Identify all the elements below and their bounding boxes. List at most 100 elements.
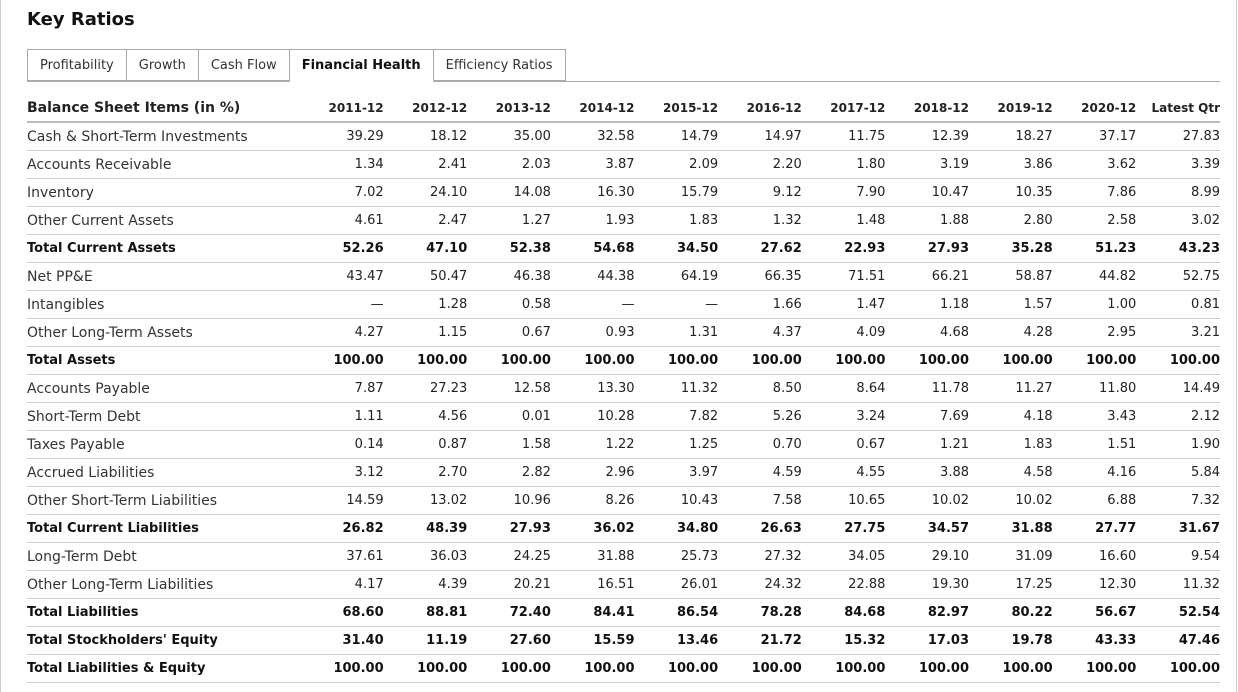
row-label: Short-Term Debt <box>27 402 300 431</box>
cell: 3.43 <box>1052 402 1137 431</box>
cell: 84.41 <box>550 598 635 627</box>
cell: 22.88 <box>801 570 886 599</box>
cell: 100.00 <box>969 654 1053 683</box>
header-row: Balance Sheet Items (in %) 2011-12 2012-12… <box>27 94 1220 123</box>
row-label: Long-Term Debt <box>27 542 300 571</box>
cell: — <box>634 290 719 319</box>
cell: 11.32 <box>634 374 719 403</box>
tab[interactable]: Cash Flow <box>198 49 290 81</box>
cell: 4.37 <box>718 318 802 347</box>
cell: 2.58 <box>1052 206 1137 235</box>
column-header: 2012-12 <box>383 94 468 123</box>
cell: 9.12 <box>718 178 802 207</box>
cell: 47.46 <box>1136 626 1220 655</box>
cell: 2.12 <box>1136 402 1220 431</box>
cell: 1.58 <box>467 430 551 459</box>
cell: 100.00 <box>467 346 551 375</box>
tab[interactable]: Profitability <box>27 49 127 81</box>
table-row: Short-Term Debt 1.11 4.56 0.01 10.28 7.82 5.26… <box>27 402 1220 431</box>
table-row: Other Current Assets 4.61 2.47 1.27 1.93 1.83… <box>27 206 1220 235</box>
cell: 3.02 <box>1136 206 1220 235</box>
cell: 2.03 <box>467 150 551 179</box>
cell: 11.27 <box>969 374 1053 403</box>
cell: 8.99 <box>1136 178 1220 207</box>
cell: 2.41 <box>383 150 468 179</box>
table-row: Other Long-Term Assets 4.27 1.15 0.67 0.93 1.… <box>27 318 1220 347</box>
cell: 43.47 <box>300 262 384 291</box>
cell: 5.84 <box>1136 458 1220 487</box>
cell: 100.00 <box>718 346 802 375</box>
cell: 2.09 <box>634 150 719 179</box>
cell: 34.57 <box>885 514 969 543</box>
cell: 3.21 <box>1136 318 1220 347</box>
cell: 0.87 <box>383 430 468 459</box>
cell: 27.93 <box>885 234 969 263</box>
cell: 100.00 <box>467 654 551 683</box>
table-body: Cash & Short-Term Investments 39.29 18.12 3… <box>27 122 1220 683</box>
row-label: Inventory <box>27 178 300 207</box>
cell: 13.46 <box>634 626 719 655</box>
cell: 10.28 <box>550 402 635 431</box>
cell: 12.39 <box>885 122 969 151</box>
cell: 58.87 <box>969 262 1053 291</box>
cell: 6.88 <box>1052 486 1137 515</box>
cell: 46.38 <box>467 262 551 291</box>
cell: 14.97 <box>718 122 802 151</box>
cell: 24.10 <box>383 178 468 207</box>
row-label: Total Liabilities & Equity <box>27 654 300 683</box>
row-label: Other Long-Term Assets <box>27 318 300 347</box>
tab[interactable]: Growth <box>126 49 199 81</box>
tab[interactable]: Efficiency Ratios <box>433 49 566 81</box>
column-header: 2017-12 <box>801 94 886 123</box>
column-header: 2015-12 <box>634 94 719 123</box>
row-label: Other Current Assets <box>27 206 300 235</box>
cell: 26.82 <box>300 514 384 543</box>
cell: 66.21 <box>885 262 969 291</box>
cell: 1.25 <box>634 430 719 459</box>
cell: 47.10 <box>383 234 468 263</box>
cell: 8.64 <box>801 374 886 403</box>
cell: 100.00 <box>550 346 635 375</box>
row-label: Total Stockholders' Equity <box>27 626 300 655</box>
cell: 2.20 <box>718 150 802 179</box>
tab[interactable]: Financial Health <box>289 49 434 82</box>
row-label: Other Long-Term Liabilities <box>27 570 300 599</box>
column-header: 2018-12 <box>885 94 969 123</box>
column-header: 2016-12 <box>718 94 802 123</box>
cell: 35.00 <box>467 122 551 151</box>
cell: 7.32 <box>1136 486 1220 515</box>
table-row: Net PP&E 43.47 50.47 46.38 44.38 64.19 66.35 71… <box>27 262 1220 291</box>
cell: 11.19 <box>383 626 468 655</box>
cell: 84.68 <box>801 598 886 627</box>
cell: 1.28 <box>383 290 468 319</box>
cell: 1.27 <box>467 206 551 235</box>
cell: 100.00 <box>885 346 969 375</box>
cell: 15.59 <box>550 626 635 655</box>
cell: 1.15 <box>383 318 468 347</box>
cell: 36.02 <box>550 514 635 543</box>
cell: 16.51 <box>550 570 635 599</box>
cell: 8.50 <box>718 374 802 403</box>
row-label: Total Liabilities <box>27 598 300 627</box>
cell: 1.11 <box>300 402 384 431</box>
title: Key Ratios <box>27 9 135 30</box>
cell: 14.49 <box>1136 374 1220 403</box>
row-label: Other Short-Term Liabilities <box>27 486 300 515</box>
cell: 19.30 <box>885 570 969 599</box>
cell: 1.34 <box>300 150 384 179</box>
cell: 100.00 <box>718 654 802 683</box>
cell: 31.09 <box>969 542 1053 571</box>
cell: 7.90 <box>801 178 886 207</box>
cell: 10.65 <box>801 486 886 515</box>
cell: 78.28 <box>718 598 802 627</box>
table-row: Total Liabilities & Equity 100.00 100.00 10… <box>27 654 1220 683</box>
table-row: Cash & Short-Term Investments 39.29 18.12 3… <box>27 122 1220 151</box>
cell: 26.63 <box>718 514 802 543</box>
cell: 4.58 <box>969 458 1053 487</box>
cell: 14.79 <box>634 122 719 151</box>
column-header: 2011-12 <box>300 94 384 123</box>
table-row: Accounts Receivable 1.34 2.41 2.03 3.87 2.09 2… <box>27 150 1220 179</box>
cell: 86.54 <box>634 598 719 627</box>
cell: 31.40 <box>300 626 384 655</box>
cell: 27.32 <box>718 542 802 571</box>
